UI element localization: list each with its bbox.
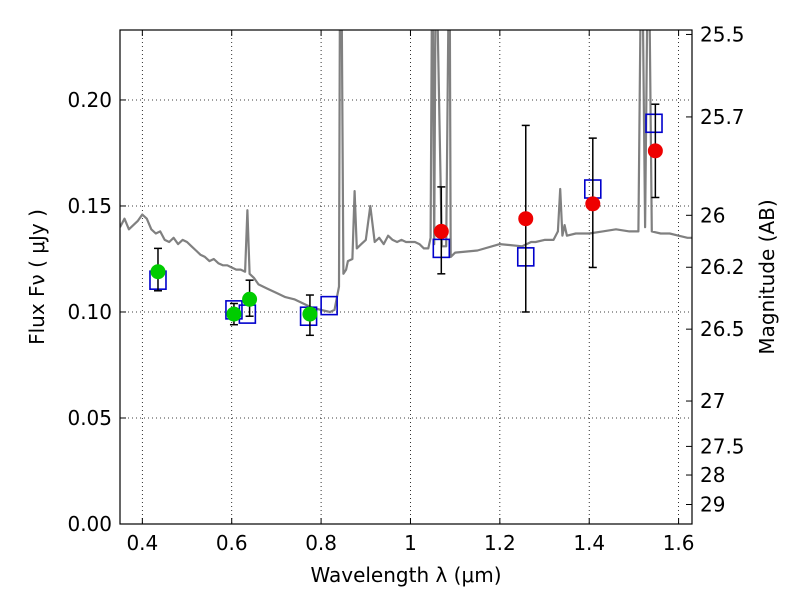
x-tick-label: 1.6 (663, 531, 695, 555)
y-tick-label: 0.10 (67, 300, 112, 324)
x-tick-label: 1 (404, 531, 417, 555)
mag-tick-label: 27.5 (700, 434, 745, 458)
x-axis-title: Wavelength λ (μm) (310, 563, 501, 587)
model-flux-square (645, 113, 663, 134)
observed-flux-point (302, 306, 318, 322)
observed-flux-point (433, 223, 449, 239)
x-tick-label: 1.2 (484, 531, 516, 555)
mag-tick-label: 27 (700, 389, 725, 413)
observed-flux-point (150, 264, 166, 280)
observed-flux-point (518, 211, 534, 227)
model-flux-square (320, 295, 338, 316)
error-bars (149, 103, 663, 337)
x-tick-label: 0.8 (305, 531, 337, 555)
model-spectrum-line (120, 30, 692, 314)
y-tick-label: 0.20 (67, 88, 112, 112)
mag-tick-label: 28 (700, 463, 725, 487)
x-tick-label: 0.6 (216, 531, 248, 555)
mag-tick-label: 26 (700, 203, 725, 227)
mag-tick-label: 26.2 (700, 255, 745, 279)
axes: 0.4 0.6 0.8 1 1.2 1.4 1.6 0.00 0.05 0.10 0.15 0.20 2… (67, 22, 744, 555)
observed-flux-point (242, 291, 258, 307)
y-tick-label: 0.05 (67, 406, 112, 430)
y-tick-label: 0.15 (67, 194, 112, 218)
observed-flux-point (585, 196, 601, 212)
x-tick-label: 1.4 (573, 531, 605, 555)
y-axis-title-right: Magnitude (AB) (755, 199, 779, 354)
observed-flux-point (647, 143, 663, 159)
mag-tick-label: 29 (700, 492, 725, 516)
mag-tick-label: 25.7 (700, 105, 745, 129)
y-axis-title-left: Flux Fν ( μJy ) (25, 209, 49, 345)
data-layer (120, 30, 692, 314)
observed-flux-point (226, 306, 242, 322)
y-tick-label: 0.00 (67, 512, 112, 536)
plot-area (120, 30, 692, 524)
x-tick-label: 0.4 (126, 531, 158, 555)
mag-tick-label: 26.5 (700, 317, 745, 341)
plot-frame (119, 29, 693, 525)
mag-tick-label: 25.5 (700, 22, 745, 46)
